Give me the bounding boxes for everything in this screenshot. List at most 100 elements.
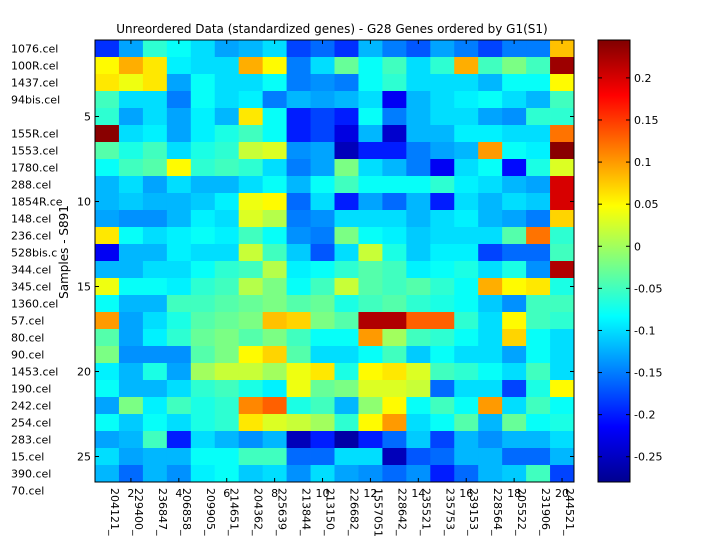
heatmap-cell xyxy=(238,278,264,296)
heatmap-cell xyxy=(358,278,383,296)
heatmap-cell xyxy=(310,40,335,58)
row-tick-label: 10 xyxy=(77,196,91,209)
heatmap-cell xyxy=(166,312,192,330)
heatmap-cell xyxy=(118,142,144,160)
heatmap-cell xyxy=(286,193,311,211)
heatmap-cell xyxy=(214,346,240,364)
heatmap-cell xyxy=(478,193,503,211)
heatmap-cell xyxy=(334,465,359,483)
heatmap-cell xyxy=(190,448,216,466)
heatmap-cell xyxy=(406,108,431,126)
row-label: 155R.cel xyxy=(11,128,59,141)
heatmap-cell xyxy=(502,448,527,466)
heatmap-cell xyxy=(382,210,407,228)
heatmap-cell xyxy=(382,363,407,381)
heatmap-cell xyxy=(454,57,479,75)
heatmap-cell xyxy=(406,74,431,92)
plot-frame xyxy=(94,39,575,483)
heatmap-cell xyxy=(478,363,503,381)
heatmap-cell xyxy=(190,414,216,432)
heatmap-cell xyxy=(190,108,216,126)
heatmap-cell xyxy=(166,108,192,126)
heatmap-cell xyxy=(334,159,359,177)
colorbar-tick-label: 0.1 xyxy=(634,156,652,169)
heatmap-cell xyxy=(430,448,455,466)
heatmap-cell xyxy=(286,108,311,126)
heatmap-cell xyxy=(454,295,479,313)
column-label: 204121_ xyxy=(108,488,121,536)
heatmap-cell xyxy=(95,210,120,228)
heatmap-cell xyxy=(382,91,407,109)
heatmap-cell xyxy=(286,125,311,143)
heatmap-cell xyxy=(238,210,264,228)
heatmap-cell xyxy=(214,227,240,245)
heatmap-cell xyxy=(526,346,551,364)
heatmap-cell xyxy=(430,465,455,483)
heatmap-cell xyxy=(382,244,407,262)
heatmap-cell xyxy=(190,295,216,313)
heatmap-cell xyxy=(526,91,551,109)
heatmap-cell xyxy=(526,210,551,228)
heatmap-cell xyxy=(430,397,455,415)
heatmap-cell xyxy=(286,465,311,483)
heatmap-cell xyxy=(334,40,359,58)
heatmap-cell xyxy=(550,227,575,245)
heatmap-cell xyxy=(238,227,264,245)
heatmap-cell xyxy=(382,329,407,347)
heatmap-cell xyxy=(454,363,479,381)
heatmap-cell xyxy=(166,159,192,177)
heatmap-cell xyxy=(430,108,455,126)
heatmap-cell xyxy=(358,261,383,279)
row-label: 1076.cel xyxy=(11,43,58,56)
heatmap-cell xyxy=(95,278,120,296)
heatmap-cell xyxy=(142,40,168,58)
heatmap-cell xyxy=(95,414,120,432)
column-label: 213150_ xyxy=(324,488,337,536)
heatmap-cell xyxy=(526,74,551,92)
heatmap-cell xyxy=(406,193,431,211)
heatmap-cell xyxy=(334,346,359,364)
heatmap-cell xyxy=(118,74,144,92)
colorbar-tick-label: 0 xyxy=(634,240,641,253)
heatmap-cell xyxy=(142,363,168,381)
heatmap-cell xyxy=(238,414,264,432)
heatmap-cell xyxy=(358,244,383,262)
heatmap-cell xyxy=(406,346,431,364)
heatmap-cell xyxy=(382,346,407,364)
heatmap-cell xyxy=(334,448,359,466)
heatmap-cell xyxy=(526,397,551,415)
heatmap-cell xyxy=(454,125,479,143)
heatmap-cell xyxy=(550,125,575,143)
colorbar-tick-label: 0.15 xyxy=(634,114,659,127)
heatmap-cell xyxy=(382,74,407,92)
heatmap-cell xyxy=(550,431,575,449)
heatmap-cell xyxy=(502,278,527,296)
heatmap-cell xyxy=(406,159,431,177)
row-label: 100R.cel xyxy=(11,60,59,73)
heatmap-cell xyxy=(262,108,287,126)
heatmap-cell xyxy=(310,108,335,126)
heatmap-cell xyxy=(142,295,168,313)
heatmap-cell xyxy=(430,227,455,245)
heatmap-cell xyxy=(358,159,383,177)
heatmap-cell xyxy=(166,91,192,109)
heatmap-cell xyxy=(286,142,311,160)
heatmap-cell xyxy=(358,380,383,398)
heatmap-cell xyxy=(406,244,431,262)
heatmap-cell xyxy=(382,142,407,160)
heatmap-cell xyxy=(166,346,192,364)
heatmap-cell xyxy=(118,125,144,143)
heatmap-cell xyxy=(190,176,216,194)
y-axis-label: Samples - S891 xyxy=(57,205,71,299)
heatmap-cell xyxy=(238,125,264,143)
colorbar-tick-label: -0.15 xyxy=(634,367,662,380)
heatmap-cell xyxy=(95,74,120,92)
heatmap-cell xyxy=(382,312,407,330)
heatmap-cell xyxy=(382,227,407,245)
heatmap-cell xyxy=(286,312,311,330)
heatmap-cell xyxy=(430,244,455,262)
heatmap-cell xyxy=(406,261,431,279)
heatmap-cell xyxy=(430,329,455,347)
heatmap-cell xyxy=(358,125,383,143)
heatmap-cell xyxy=(190,227,216,245)
